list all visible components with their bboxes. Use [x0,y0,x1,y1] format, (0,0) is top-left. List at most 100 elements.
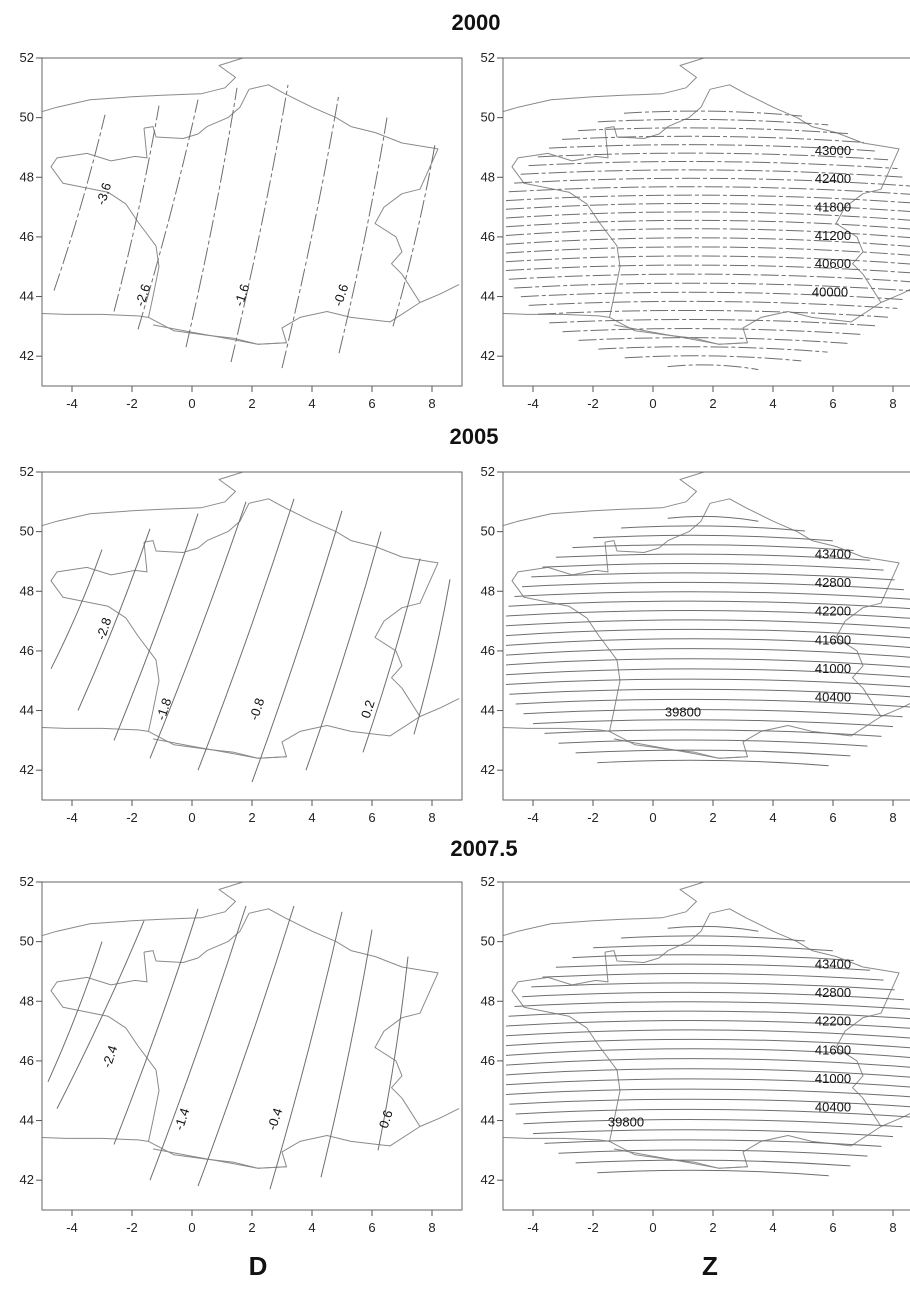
x-tick-label: 4 [769,1220,776,1235]
isoline [508,186,910,195]
x-tick-label: -2 [126,1220,138,1235]
isoline [575,1159,851,1167]
x-tick-label: 8 [428,810,435,825]
x-tick-label: 6 [368,810,375,825]
coastline [503,882,705,937]
y-tick-label: 48 [481,169,495,184]
contour-label: 43000 [815,143,851,158]
isoline [185,87,238,348]
y-tick-label: 50 [481,934,495,949]
contour-label: 41600 [815,1042,851,1057]
y-tick-label: 46 [481,643,495,658]
isoline [578,337,848,344]
isoline [515,1108,910,1118]
isoline [531,982,895,991]
map-panel-2005-z: 43400 42800 42200 41600 41000 40400 39800 -4 -2 0… [481,464,910,825]
coastline [880,703,910,717]
y-tick-label: 42 [20,762,34,777]
isoline [523,709,903,718]
contour-label: 42400 [815,171,851,186]
coastline [419,698,460,717]
isoline [113,908,199,1145]
contour-label: 41000 [815,661,851,676]
x-tick-label: -2 [587,810,599,825]
isoline [623,110,803,117]
isoline [558,739,868,747]
x-tick-label: 0 [649,1220,656,1235]
y-tick-label: 52 [481,874,495,889]
y-tick-label: 44 [20,1113,34,1128]
x-tick-label: 4 [769,810,776,825]
contour-label: -0.8 [246,696,267,722]
isoline [597,1169,829,1177]
isoline [149,905,247,1181]
y-tick-label: 42 [20,1172,34,1187]
coastline [419,284,460,303]
isoline [514,591,910,600]
coastline [42,472,244,527]
x-tick-label: 0 [188,396,195,411]
isoline [505,658,910,668]
coastline [42,1136,149,1142]
isoline [508,273,910,283]
contour-label: 41200 [815,228,851,243]
row-title-2000: 2000 [452,10,501,35]
coastline [613,738,748,759]
x-tick-label: 6 [829,396,836,411]
contour-label: 39800 [665,705,701,720]
y-tick-label: 50 [20,524,34,539]
y-tick-label: 52 [20,464,34,479]
isoline [505,1068,910,1078]
isoline [522,581,904,591]
x-tick-label: 0 [188,1220,195,1235]
isoline [149,501,247,759]
x-tick-label: 4 [769,396,776,411]
isoline [532,719,894,728]
contour-label: 0.2 [358,698,378,720]
contour-label: 40400 [815,690,851,705]
contour-label: 41600 [815,632,851,647]
isoline [520,169,906,178]
contour-label: -3.6 [93,181,114,207]
isoline [593,534,833,542]
contour-label: 43400 [815,546,851,561]
map-content: -2.4 -1.4 -0.4 0.6 [42,882,460,1190]
column-label-d: D [249,1251,268,1281]
x-tick-label: 6 [829,810,836,825]
isoline [531,572,895,581]
isoline [505,211,910,221]
x-tick-label: 0 [649,810,656,825]
coastline [503,726,610,732]
isoline [269,911,343,1190]
contour-label: 40400 [815,1100,851,1115]
y-tick-label: 46 [481,1053,495,1068]
isoline [562,135,864,143]
isoline [578,127,848,135]
isoline [281,93,340,369]
contour-label: 42200 [815,1014,851,1029]
isoline [667,925,759,932]
isoline [197,905,295,1187]
isoline [251,510,343,783]
contour-label: -1.6 [231,282,252,308]
isoline [413,579,451,735]
isoline [624,355,802,362]
isoline [508,1010,910,1020]
isoline [514,177,910,187]
x-tick-label: 8 [428,396,435,411]
coastline [503,58,705,113]
isoline [667,515,759,522]
isoline [47,941,103,1083]
y-tick-label: 48 [20,169,34,184]
isoline [544,729,882,737]
isoline [542,562,884,571]
y-tick-label: 52 [481,50,495,65]
isoline [508,600,910,610]
isoline [320,929,373,1178]
isoline [549,318,877,327]
x-tick-label: -4 [66,810,78,825]
isoline [520,291,906,301]
y-tick-label: 46 [20,643,34,658]
